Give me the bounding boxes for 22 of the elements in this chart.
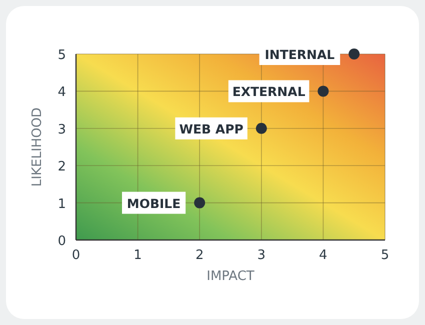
y-tick-label: 5	[58, 48, 66, 63]
annotation: MOBILE	[126, 196, 181, 211]
y-tick-label: 3	[58, 122, 66, 138]
y-tick-label: 2	[58, 160, 66, 175]
point	[318, 86, 329, 97]
x-axis-title: IMPACT	[206, 269, 254, 284]
annotation: WEB APP	[179, 121, 244, 136]
annotation: EXTERNAL	[232, 84, 306, 100]
y-tick-label: 4	[58, 85, 66, 100]
annotation: INTERNAL	[264, 47, 335, 62]
x-tick-label: 4	[319, 248, 328, 263]
x-tick-label: 2	[195, 248, 204, 263]
x-tick-label: 0	[72, 248, 80, 263]
point	[348, 48, 360, 60]
x-tick-label: 3	[257, 248, 266, 263]
y-tick-label: 1	[58, 196, 66, 212]
y-axis-title: LIKELIHOOD	[30, 107, 45, 187]
y-tick-label: 0	[58, 234, 66, 249]
point	[194, 197, 206, 208]
x-tick-label: 1	[134, 248, 142, 263]
point	[256, 122, 267, 134]
x-tick-label: 5	[380, 248, 390, 263]
